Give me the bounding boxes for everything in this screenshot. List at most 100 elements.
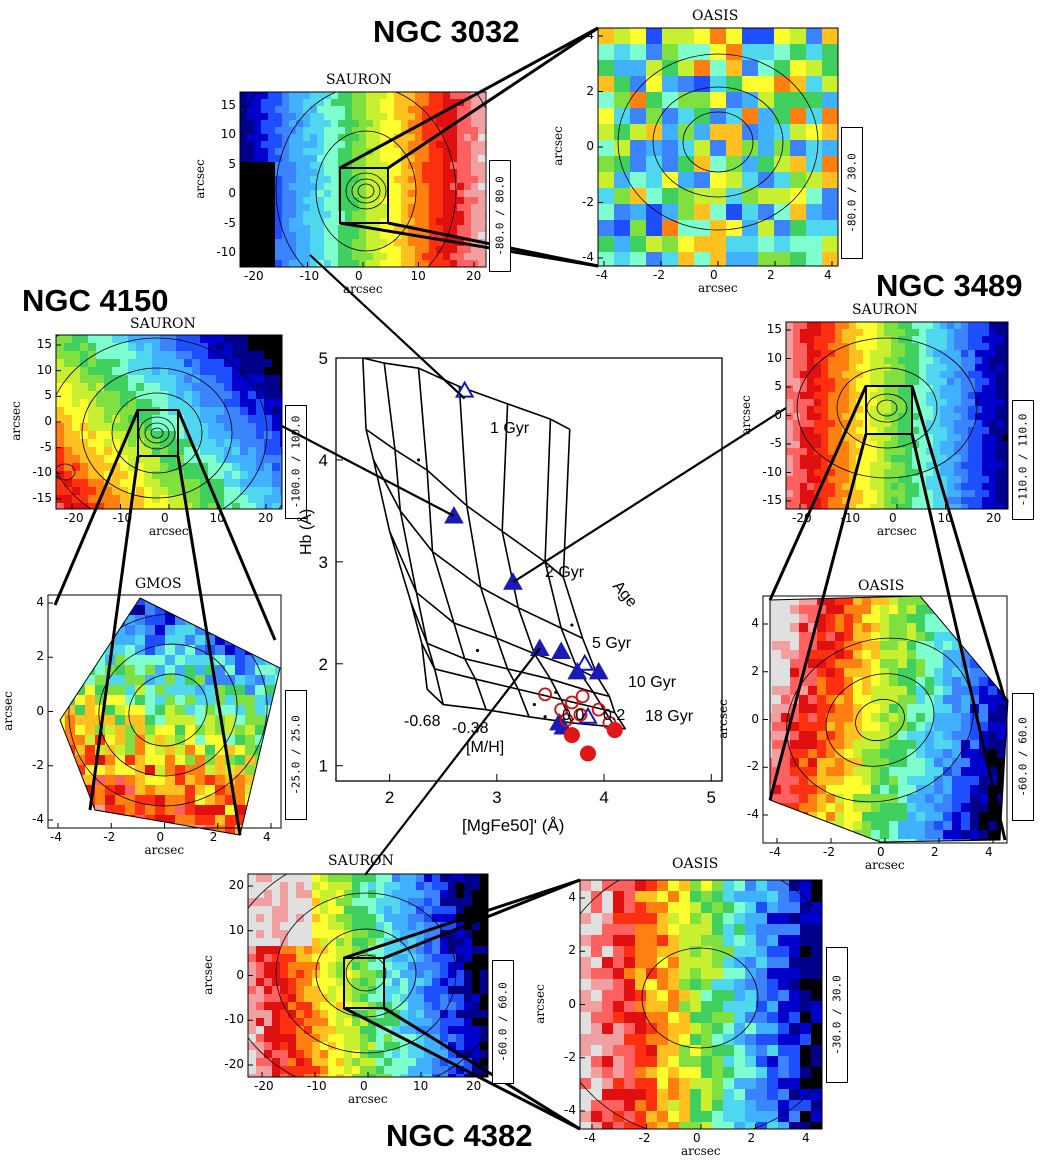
data-point-filled-circle-red bbox=[606, 722, 623, 739]
x-tick-label: 10 bbox=[413, 1079, 429, 1093]
y-tick-label: 5 bbox=[319, 349, 328, 368]
y-tick-label: 10 bbox=[36, 362, 52, 377]
map-4382-oasis bbox=[579, 879, 823, 1130]
x-tick-label: -20 bbox=[244, 269, 264, 283]
x-tick-label: 10 bbox=[209, 511, 225, 525]
x-tick-label: 0 bbox=[877, 845, 885, 859]
x-axis-label: arcsec bbox=[681, 1144, 721, 1158]
x-axis-label: arcsec bbox=[348, 1092, 388, 1106]
y-tick-label: -5 bbox=[770, 436, 782, 450]
x-tick-label: -20 bbox=[254, 1079, 274, 1093]
model-grid bbox=[362, 357, 627, 730]
x-tick-label: -10 bbox=[112, 511, 133, 525]
mh-axis-label: [M/H] bbox=[466, 739, 505, 756]
map-3032-sauron bbox=[239, 91, 487, 268]
data-point-open-circle-red bbox=[559, 712, 574, 727]
y-tick-label: -5 bbox=[224, 215, 236, 230]
y-tick-label: 2 bbox=[586, 83, 594, 98]
label-oasis-3489: OASIS bbox=[858, 578, 905, 594]
y-tick-label: -15 bbox=[762, 493, 782, 507]
x-tick-label: 0 bbox=[161, 511, 169, 525]
age-label-18gyr: 18 Gyr bbox=[645, 708, 694, 725]
data-point-small-dot bbox=[570, 623, 574, 627]
main-ylabel: Hb (Å) bbox=[298, 508, 315, 555]
x-tick-label: 4 bbox=[599, 788, 608, 807]
x-tick-label: 10 bbox=[937, 511, 953, 525]
y-tick-label: -15 bbox=[32, 491, 52, 505]
x-tick-label: 0 bbox=[360, 1079, 368, 1093]
metallicity-line bbox=[417, 368, 487, 710]
x-tick-label: 2 bbox=[209, 830, 218, 844]
y-tick-label: -10 bbox=[216, 245, 236, 259]
y-tick-label: -4 bbox=[582, 250, 594, 264]
x-tick-label: -2 bbox=[823, 845, 835, 859]
y-tick-label: 10 bbox=[220, 127, 236, 142]
colorbar-4382-oasis: -30.0 / 30.0 bbox=[826, 947, 848, 1083]
x-tick-label: 4 bbox=[824, 268, 832, 282]
y-tick-label: -2 bbox=[564, 1049, 576, 1064]
x-tick-label: 3 bbox=[492, 788, 501, 807]
colorbar-4150-sauron: -100.0 / 100.0 bbox=[285, 405, 307, 519]
x-tick-label: -10 bbox=[840, 511, 861, 525]
data-point-filled-circle-red bbox=[579, 745, 596, 762]
y-tick-label: 4 bbox=[586, 28, 594, 42]
x-tick-label: 2 bbox=[747, 1131, 756, 1145]
galaxy-link-lines bbox=[279, 254, 787, 876]
y-tick-label: 0 bbox=[751, 711, 759, 726]
data-point-small-dot bbox=[554, 690, 558, 694]
main-xlabel: [MgFe50]' (Å) bbox=[462, 816, 565, 835]
metallicity-line bbox=[383, 362, 445, 705]
y-tick-label: 15 bbox=[766, 322, 782, 336]
y-tick-label: 0 bbox=[568, 996, 576, 1011]
y-tick-label: 0 bbox=[586, 139, 594, 153]
x-tick-label: 0 bbox=[693, 1131, 701, 1145]
colorbar-3032-oasis: -80.0 / 30.0 bbox=[841, 127, 863, 259]
y-tick-label: 0 bbox=[228, 186, 236, 201]
x-tick-label: 0 bbox=[710, 268, 718, 282]
age-line bbox=[410, 602, 610, 698]
y-tick-label: -10 bbox=[762, 464, 782, 479]
y-tick-label: -2 bbox=[582, 194, 594, 209]
y-tick-label: 4 bbox=[568, 890, 576, 904]
x-tick-label: -20 bbox=[64, 511, 84, 525]
x-tick-label: 4 bbox=[263, 830, 271, 844]
age-label-5gyr: 5 Gyr bbox=[592, 635, 632, 652]
y-tick-label: 5 bbox=[44, 388, 52, 403]
data-point-small-dot bbox=[532, 702, 536, 707]
y-tick-label: -2 bbox=[747, 759, 759, 774]
label-sauron-3489: SAURON bbox=[852, 302, 918, 318]
x-tick-label: -20 bbox=[792, 511, 812, 525]
y-tick-label: 1 bbox=[319, 757, 328, 776]
x-tick-label: 20 bbox=[258, 511, 274, 525]
data-point-small-dot bbox=[543, 715, 547, 719]
y-tick-label: -4 bbox=[564, 1103, 576, 1117]
x-axis-label: arcsec bbox=[877, 524, 917, 538]
x-tick-label: 2 bbox=[767, 268, 775, 282]
y-tick-label: 15 bbox=[36, 337, 52, 351]
age-label-1gyr: 1 Gyr bbox=[490, 420, 530, 437]
main-plot-frame bbox=[335, 357, 723, 782]
x-axis-label: arcsec bbox=[144, 843, 185, 857]
title-ngc3489: NGC 3489 bbox=[876, 268, 1023, 303]
x-tick-label: -4 bbox=[50, 830, 62, 844]
colorbar-3489-oasis: -60.0 / 60.0 bbox=[1012, 693, 1034, 821]
colorbar-4150-gmos: -25.0 / 25.0 bbox=[285, 690, 307, 820]
y-tick-label: 0 bbox=[44, 414, 52, 428]
data-point-open-circle-red bbox=[564, 695, 579, 710]
y-tick-label: 10 bbox=[766, 350, 782, 365]
x-tick-label: 2 bbox=[931, 845, 939, 859]
y-tick-label: -10 bbox=[224, 1012, 244, 1027]
map-4150-sauron bbox=[55, 334, 283, 510]
x-axis-label: arcsec bbox=[149, 524, 189, 538]
x-tick-label: -4 bbox=[596, 268, 608, 282]
y-tick-label: -4 bbox=[32, 812, 44, 826]
label-gmos-4150: GMOS bbox=[135, 576, 182, 592]
title-ngc4382: NGC 4382 bbox=[386, 1118, 533, 1153]
data-point-filled-triangle-blue bbox=[551, 641, 572, 660]
map-4382-sauron bbox=[247, 873, 489, 1078]
label-sauron-4150: SAURON bbox=[130, 316, 196, 332]
x-tick-label: -4 bbox=[769, 845, 781, 859]
x-tick-label: -10 bbox=[299, 269, 320, 283]
y-tick-label: 4 bbox=[319, 451, 328, 470]
